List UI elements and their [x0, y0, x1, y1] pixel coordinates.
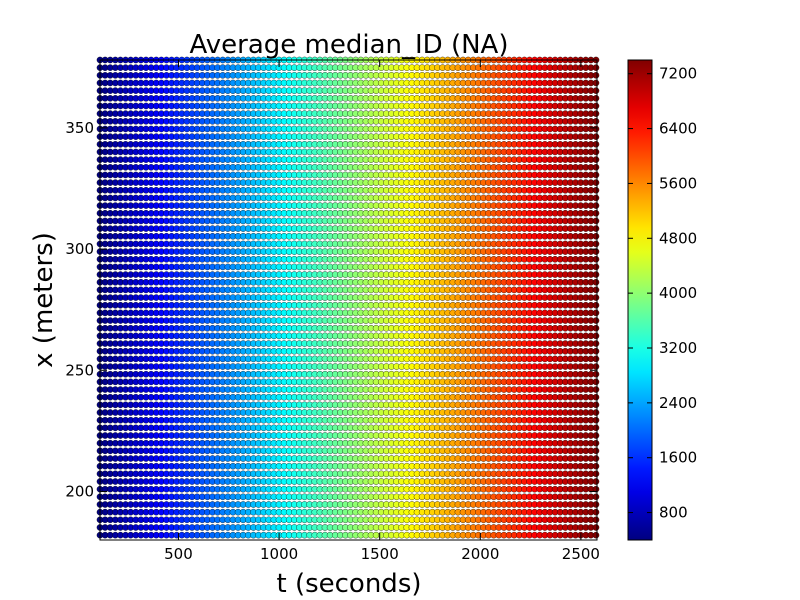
scatter-points	[96, 56, 600, 539]
